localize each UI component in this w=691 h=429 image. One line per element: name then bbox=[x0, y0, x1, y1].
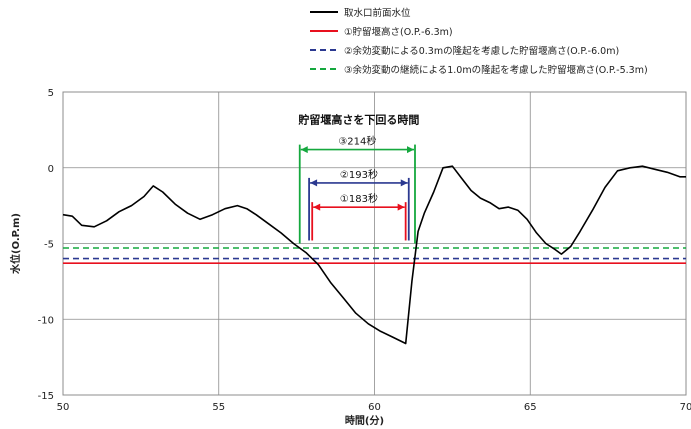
interval-arrowhead-right bbox=[397, 203, 405, 211]
x-tick-label: 60 bbox=[368, 402, 381, 413]
x-tick-label: 50 bbox=[57, 402, 70, 413]
x-axis-label: 時間(分) bbox=[345, 414, 384, 427]
legend-entry-label: ③余効変動の継続による1.0mの隆起を考慮した貯留堰高さ(O.P.-5.3m) bbox=[344, 64, 648, 76]
x-tick-label: 70 bbox=[680, 402, 691, 413]
interval-arrowhead-right bbox=[400, 179, 408, 187]
y-tick-label: -15 bbox=[38, 391, 54, 402]
y-tick-label: -10 bbox=[38, 315, 54, 326]
interval-arrowhead-left bbox=[313, 203, 321, 211]
grid-lines bbox=[62, 91, 687, 396]
interval-arrowhead-left bbox=[300, 146, 308, 154]
annotation-title: 貯留堰高さを下回る時間 bbox=[298, 112, 419, 126]
y-tick-label: 0 bbox=[48, 164, 54, 175]
legend-entry-label: ②余効変動による0.3mの隆起を考慮した貯留堰高さ(O.P.-6.0m) bbox=[344, 45, 619, 57]
series-lines bbox=[62, 165, 686, 345]
interval-duration-label: ③214秒 bbox=[338, 135, 376, 148]
legend-entry-label: ①貯留堰高さ(O.P.-6.3m) bbox=[344, 26, 453, 38]
x-tick-label: 65 bbox=[524, 402, 537, 413]
duration-annotations: 貯留堰高さを下回る時間 ③214秒 ②193秒 ①183秒 bbox=[298, 112, 419, 244]
series-line bbox=[62, 165, 686, 345]
legend: 取水口前面水位 ①貯留堰高さ(O.P.-6.3m) ②余効変動による0.3mの隆起を… bbox=[310, 7, 648, 76]
interval-arrowhead-left bbox=[310, 179, 318, 187]
interval-arrowhead-right bbox=[406, 146, 414, 154]
y-tick-label: 5 bbox=[48, 88, 54, 99]
y-axis-label: 水位(O.P.m) bbox=[9, 213, 22, 275]
y-tick-label: -5 bbox=[44, 240, 54, 251]
interval-duration-label: ①183秒 bbox=[340, 192, 378, 205]
legend-entry-label: 取水口前面水位 bbox=[344, 7, 411, 19]
interval-duration-label: ②193秒 bbox=[340, 168, 378, 181]
x-tick-label: 55 bbox=[212, 402, 225, 413]
